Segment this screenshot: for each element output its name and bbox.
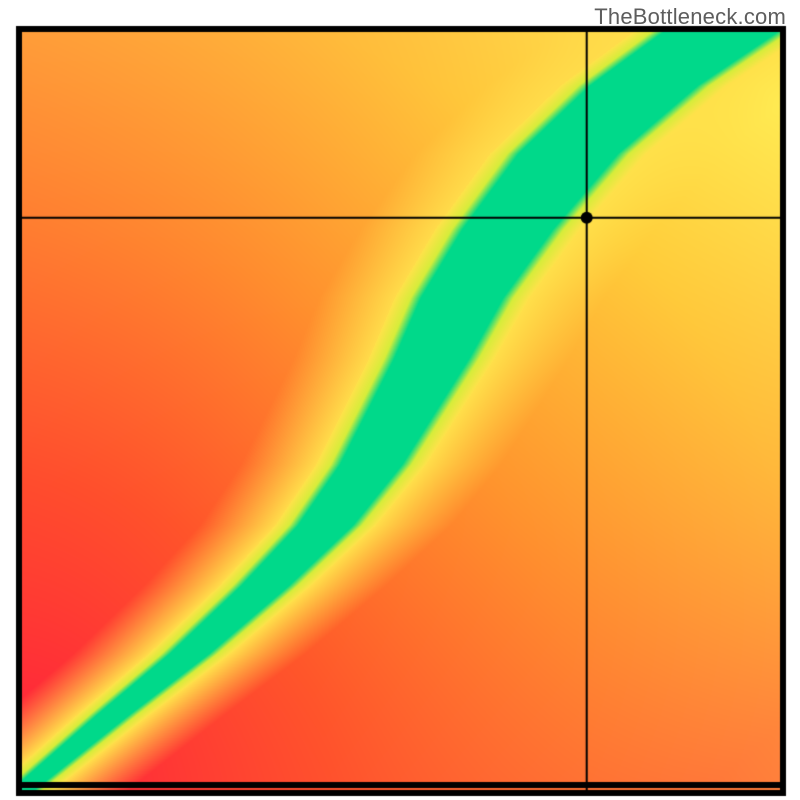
watermark-text: TheBottleneck.com: [594, 4, 786, 30]
heatmap-canvas: [0, 0, 800, 800]
chart-container: TheBottleneck.com: [0, 0, 800, 800]
